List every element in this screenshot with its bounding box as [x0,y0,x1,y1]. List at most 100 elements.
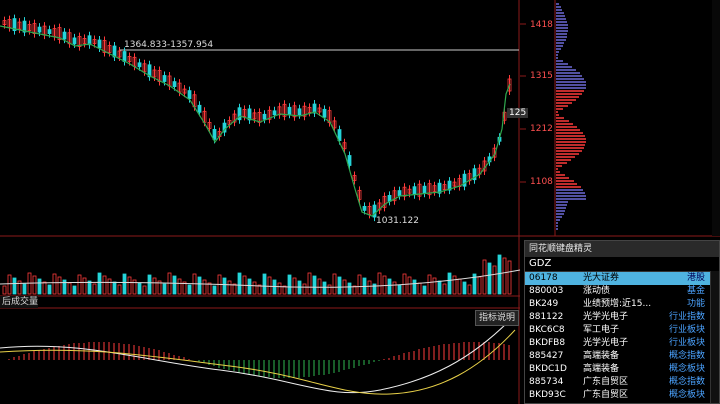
candle-body [452,181,457,187]
candle-body [22,20,27,33]
volume-bar [12,277,17,295]
dif-line [0,319,511,394]
result-name: 业绩预增:近15... [583,299,652,309]
candle-body [307,106,312,113]
volume-bar [322,281,327,295]
volume-bar [392,281,397,295]
candle-body [382,195,387,208]
result-row[interactable]: 880003 涨动债 基金 [525,285,719,298]
candle-body [37,26,42,33]
volume-bar [47,284,52,295]
candle-body [87,35,92,46]
result-name: 光学光电子 [583,312,629,322]
candle-body [407,188,412,194]
volume-bar [117,284,122,295]
result-row[interactable]: BKDC1D 高端装备 概念板块 [525,363,719,376]
candle-body [267,109,272,120]
candle-body [12,18,17,32]
candle-body [137,62,142,68]
candle-body [77,36,82,47]
volume-bar [222,277,227,295]
right-scrollbar[interactable] [712,0,720,236]
volume-bar [352,285,357,295]
candle-body [437,182,442,194]
result-name: 涨动债 [583,286,611,296]
indicator-help-button[interactable]: 指标说明 [475,310,519,326]
candle-body [152,69,157,78]
result-type: 概念板块 [668,390,705,400]
volume-bar [287,274,292,295]
candle-body [17,21,22,30]
result-name: 光学光电子 [583,338,629,348]
candle-body [252,112,257,120]
volume-bar [367,280,372,295]
volume-bar [97,272,102,295]
candle-body [162,75,167,82]
result-type: 概念板块 [668,364,705,374]
volume-bar [432,277,437,295]
result-row[interactable]: BKC6C8 军工电子 行业板块 [525,324,719,337]
candle-body [247,108,252,121]
candle-body [312,103,317,114]
candle-body [462,173,467,187]
volume-bar [307,272,312,295]
volume-bar [2,285,7,295]
candle-body [432,185,437,193]
candle-body [187,90,192,99]
volume-bar [382,275,387,295]
search-input[interactable]: GDZ [525,257,719,272]
popup-title: 同花顺键盘精灵 [525,241,719,257]
popup-scrollbar[interactable] [710,271,719,403]
candle-body [422,185,427,194]
candle-body [427,183,432,196]
candle-body [317,107,322,113]
result-row[interactable]: 885427 高端装备 概念指数 [525,350,719,363]
result-row[interactable]: 881122 光学光电子 行业指数 [525,311,719,324]
result-code: BKD93C [529,390,566,400]
volume-bar [337,276,342,295]
candle-body [447,180,452,191]
volume-bar [462,281,467,295]
result-row[interactable]: BK249 业绩预增:近15... 功能 [525,298,719,311]
result-row[interactable]: 885734 广东自贸区 概念指数 [525,376,719,389]
candle-body [67,32,72,45]
volume-bar [177,278,182,295]
candle-body [347,155,352,166]
result-row[interactable]: BKDFB8 光学光电子 行业板块 [525,337,719,350]
candle-body [272,110,277,116]
candle-body [72,37,77,45]
volume-bar [72,285,77,295]
volume-bar [447,272,452,295]
volume-bar [412,279,417,295]
high-range-annotation: 1364.833-1357.954 [124,40,214,50]
volume-bar [457,278,462,295]
volume-tab[interactable]: 后成交量 [0,296,39,308]
candle-body [492,147,497,158]
volume-bar [442,283,447,295]
volume-bar [22,283,27,295]
volume-bar [212,285,217,295]
result-type: 功能 [686,299,705,309]
result-name: 广东自贸区 [583,377,629,387]
result-type: 概念指数 [668,351,705,361]
volume-bar [62,279,67,295]
keyboard-wizard-popup[interactable]: 同花顺键盘精灵 GDZ 06178 光大证券 港股 880003 涨动债 基金 BK249 业… [524,240,720,404]
volume-bar [87,280,92,295]
volume-bar [292,277,297,295]
volume-bar [102,275,107,295]
candle-body [232,113,237,123]
result-type: 概念指数 [668,377,705,387]
result-code: 885734 [529,377,564,387]
volume-bar [182,281,187,295]
result-row[interactable]: BKD93C 广东自贸区 概念板块 [525,389,719,402]
candle-body [302,105,307,117]
candle-body [27,24,32,32]
volume-bar [257,284,262,295]
candle-body [327,110,332,124]
volume-bar [137,282,142,295]
result-row[interactable]: 06178 光大证券 港股 [525,272,719,285]
result-type: 行业指数 [668,312,705,322]
volume-bar [207,282,212,295]
volume-bar [32,275,37,295]
